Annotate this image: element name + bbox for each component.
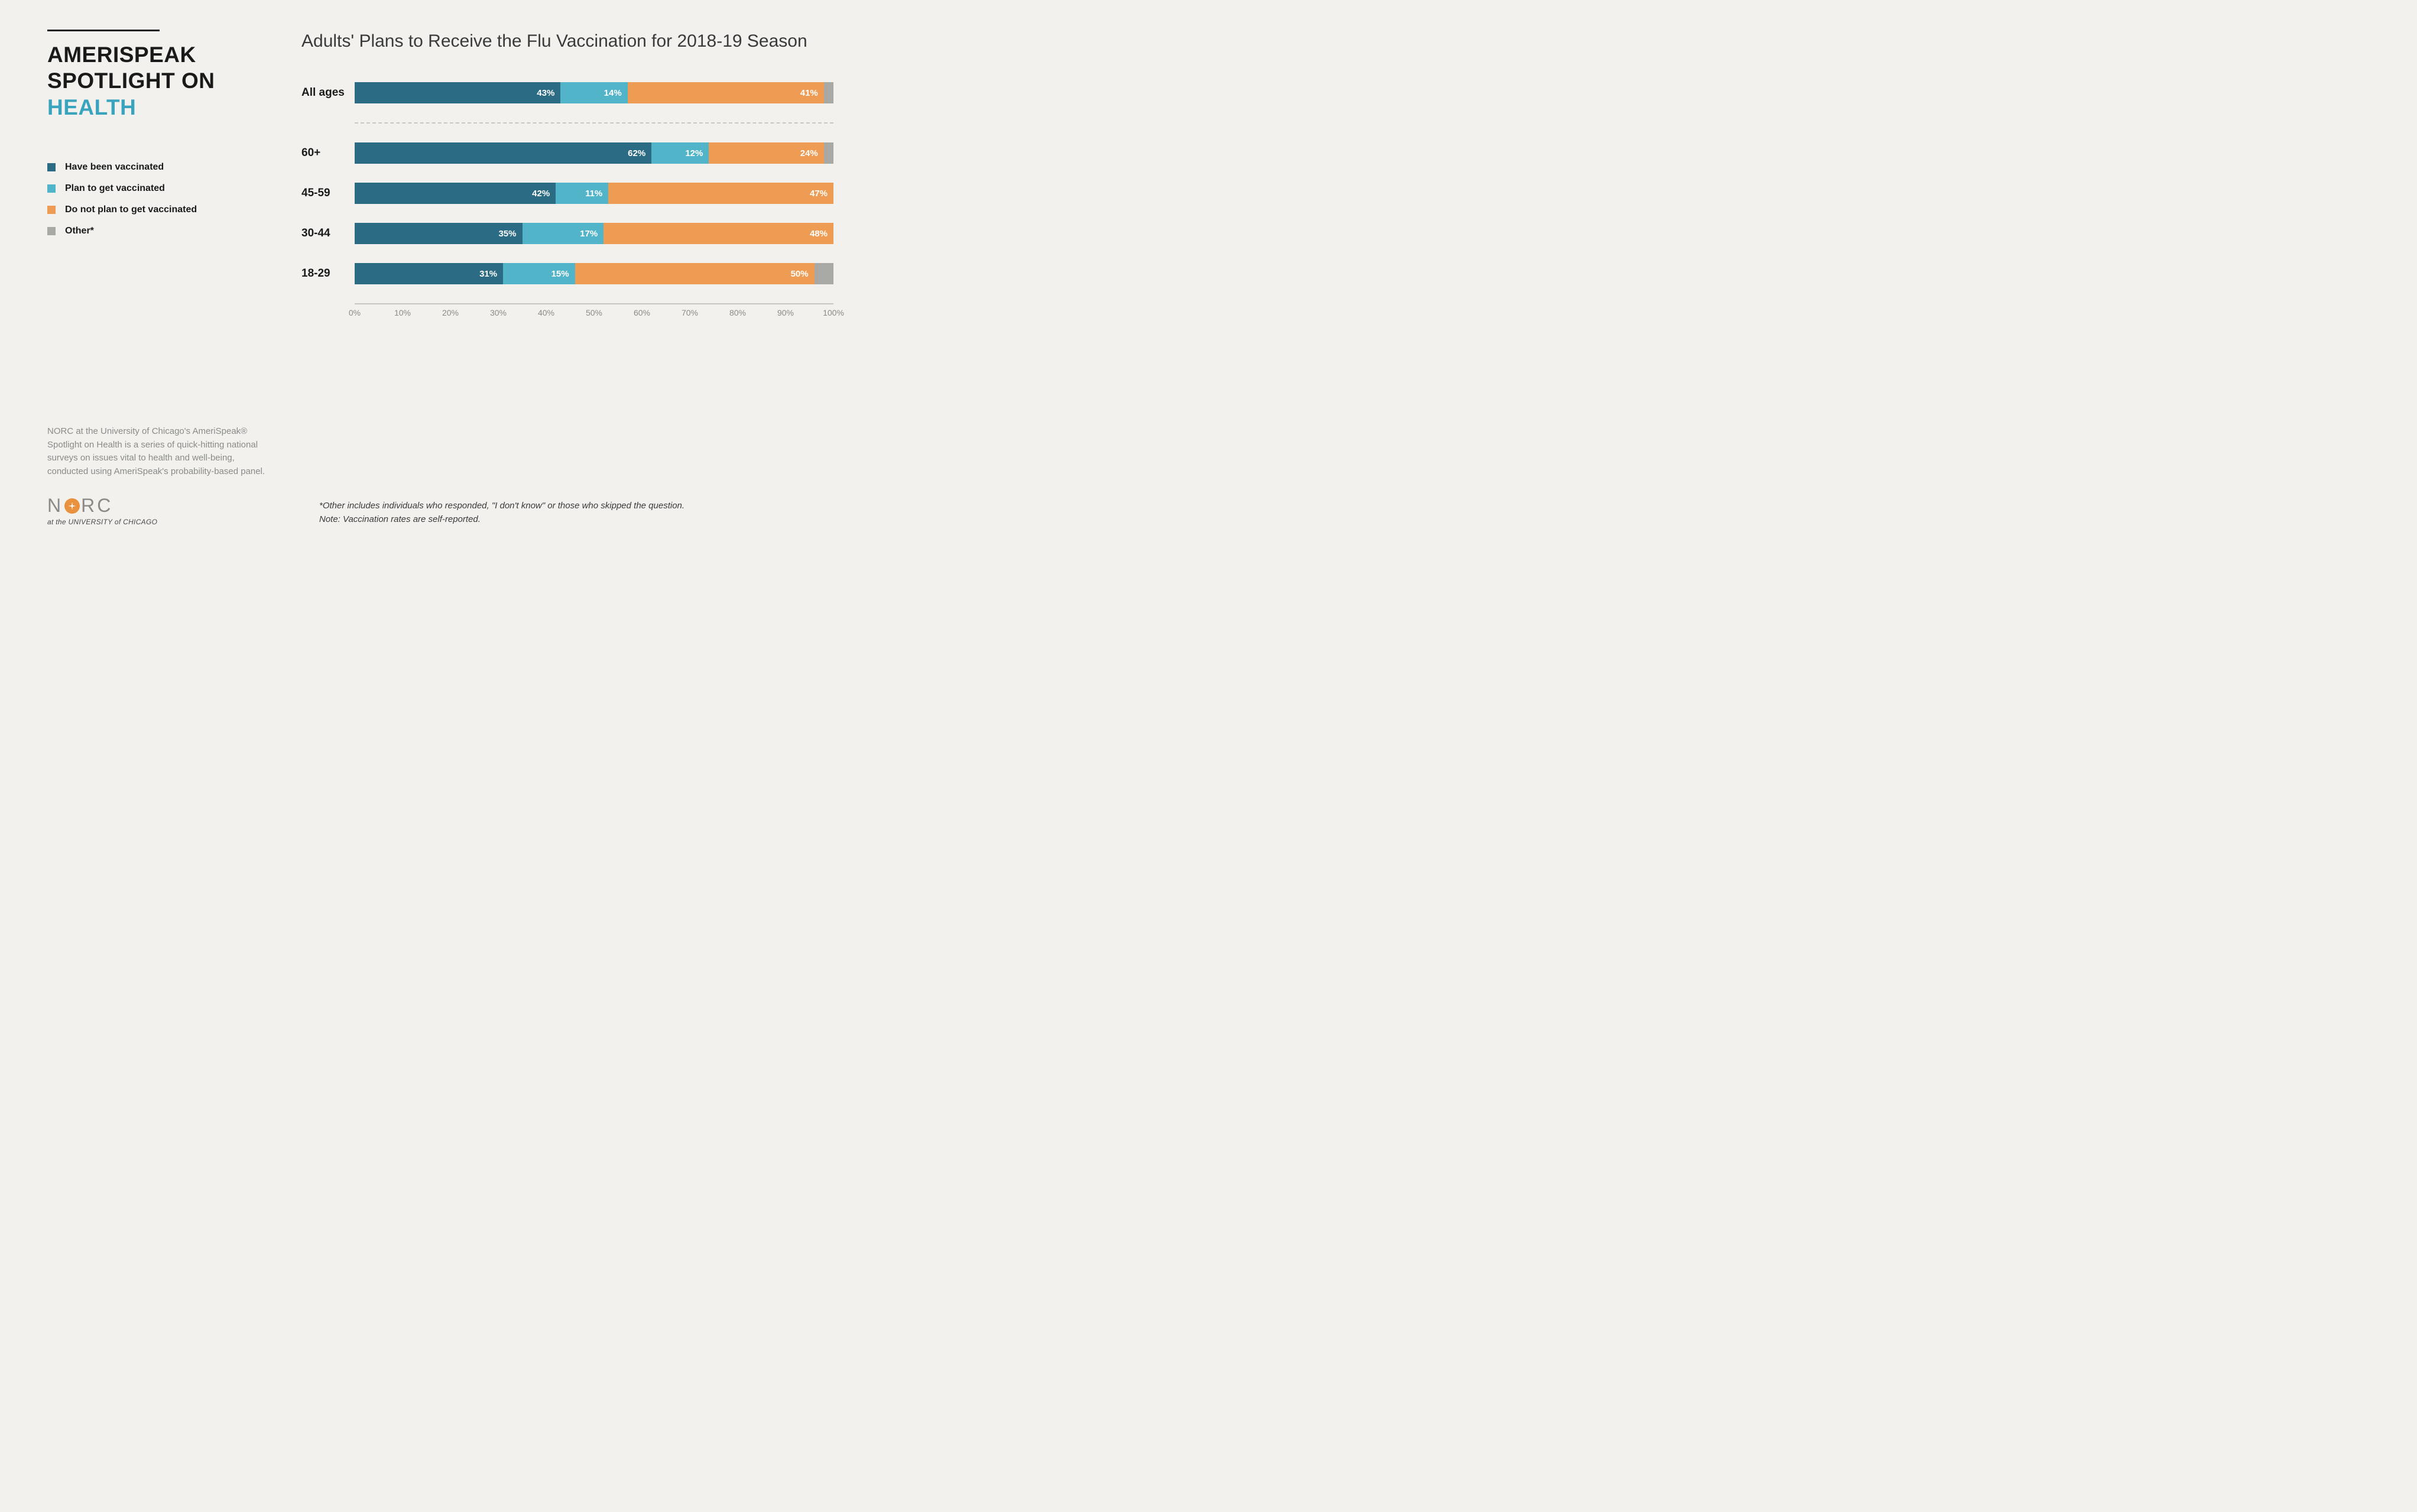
axis-tick-label: 30% xyxy=(490,308,507,317)
bar-segment: 41% xyxy=(628,82,824,103)
bar-segment: 43% xyxy=(355,82,560,103)
legend-item: Other* xyxy=(47,226,266,236)
legend-swatch xyxy=(47,184,56,193)
right-column: Adults' Plans to Receive the Flu Vaccina… xyxy=(301,30,833,526)
bar-segment: 12% xyxy=(651,142,709,164)
bar-segment xyxy=(824,82,833,103)
bar-segment: 35% xyxy=(355,223,523,244)
legend-swatch xyxy=(47,227,56,235)
axis-tick-label: 70% xyxy=(682,308,698,317)
title-line1: AMERISPEAK xyxy=(47,43,196,67)
legend-swatch xyxy=(47,206,56,214)
legend-item: Plan to get vaccinated xyxy=(47,183,266,194)
axis-tick-label: 0% xyxy=(349,308,361,317)
axis-tick-label: 60% xyxy=(634,308,650,317)
bar-segment: 24% xyxy=(709,142,823,164)
axis-tick-label: 80% xyxy=(729,308,746,317)
row-label: 18-29 xyxy=(301,267,355,280)
logo-o-icon xyxy=(64,498,80,514)
axis-tick-label: 10% xyxy=(394,308,411,317)
bar-track: 42%11%47% xyxy=(355,183,833,204)
bar-segment: 14% xyxy=(560,82,627,103)
bar-segment: 50% xyxy=(575,263,815,284)
axis-tick-label: 50% xyxy=(586,308,602,317)
chart-row: 60+62%12%24% xyxy=(301,142,833,164)
bar-segment: 42% xyxy=(355,183,556,204)
legend-item: Have been vaccinated xyxy=(47,162,266,173)
chart-row: All ages43%14%41% xyxy=(301,82,833,103)
title-line3: HEALTH xyxy=(47,95,136,119)
logo-text-pre: N xyxy=(47,495,63,517)
bar-track: 35%17%48% xyxy=(355,223,833,244)
row-label: 60+ xyxy=(301,147,355,160)
legend-item: Do not plan to get vaccinated xyxy=(47,205,266,215)
legend-label: Plan to get vaccinated xyxy=(65,183,165,194)
chart-title: Adults' Plans to Receive the Flu Vaccina… xyxy=(301,30,833,53)
footnote: *Other includes individuals who responde… xyxy=(319,499,833,526)
bar-segment: 62% xyxy=(355,142,651,164)
title-rule xyxy=(47,30,160,31)
main-title: AMERISPEAK SPOTLIGHT ON HEALTH xyxy=(47,42,266,121)
description-text: NORC at the University of Chicago's Amer… xyxy=(47,425,266,478)
axis-tick-label: 20% xyxy=(442,308,459,317)
dashed-divider xyxy=(355,122,833,124)
footnote-line1: *Other includes individuals who responde… xyxy=(319,499,833,513)
chart-area: All ages43%14%41% 60+62%12%24% 45-5942%11%… xyxy=(301,82,833,482)
axis-tick-label: 90% xyxy=(777,308,794,317)
footnote-line2: Note: Vaccination rates are self-reporte… xyxy=(319,513,833,527)
legend-swatch xyxy=(47,163,56,171)
bar-segment: 15% xyxy=(503,263,575,284)
divider-row xyxy=(301,122,833,124)
bar-track: 62%12%24% xyxy=(355,142,833,164)
legend-label: Other* xyxy=(65,226,94,236)
bar-segment xyxy=(815,263,833,284)
row-label: 30-44 xyxy=(301,227,355,240)
norc-logo: N RC at the UNIVERSITY of CHICAGO xyxy=(47,495,266,526)
bar-track: 31%15%50% xyxy=(355,263,833,284)
legend-label: Have been vaccinated xyxy=(65,162,164,173)
legend: Have been vaccinated Plan to get vaccinat… xyxy=(47,162,266,247)
title-line2: SPOTLIGHT ON xyxy=(47,69,215,93)
chart-row: 45-5942%11%47% xyxy=(301,183,833,204)
logo-top: N RC xyxy=(47,495,266,517)
axis-tick-label: 100% xyxy=(823,308,844,317)
logo-subtitle: at the UNIVERSITY of CHICAGO xyxy=(47,518,266,526)
bar-segment: 17% xyxy=(523,223,604,244)
bar-track: 43%14%41% xyxy=(355,82,833,103)
bar-segment: 48% xyxy=(604,223,833,244)
bar-segment: 31% xyxy=(355,263,503,284)
sparkle-icon xyxy=(67,501,77,511)
logo-text-post: RC xyxy=(81,495,113,517)
legend-label: Do not plan to get vaccinated xyxy=(65,205,197,215)
row-label: All ages xyxy=(301,86,355,99)
page-container: AMERISPEAK SPOTLIGHT ON HEALTH Have been… xyxy=(47,30,833,526)
bar-segment: 47% xyxy=(608,183,833,204)
bar-segment xyxy=(824,142,833,164)
chart-row: 30-4435%17%48% xyxy=(301,223,833,244)
row-label: 45-59 xyxy=(301,187,355,200)
left-column: AMERISPEAK SPOTLIGHT ON HEALTH Have been… xyxy=(47,30,266,526)
axis-tick-label: 40% xyxy=(538,308,554,317)
bar-segment: 11% xyxy=(556,183,608,204)
chart-row: 18-2931%15%50% xyxy=(301,263,833,284)
x-axis: 0%10%20%30%40%50%60%70%80%90%100% xyxy=(355,303,833,317)
